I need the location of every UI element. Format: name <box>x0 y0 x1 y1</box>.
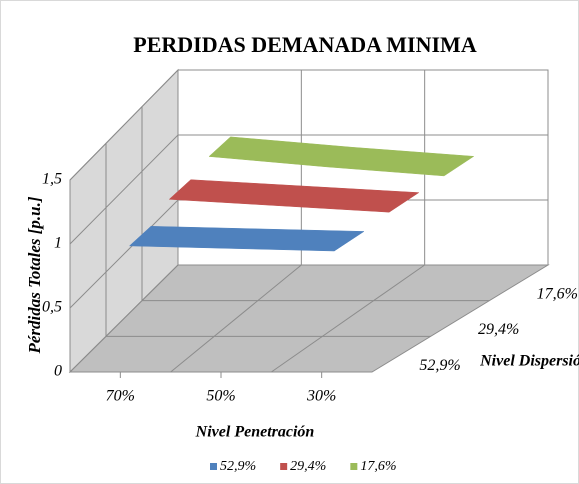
y-axis-title: Pérdidas Totales [p.u.] <box>25 196 44 354</box>
surface-ribbon <box>128 226 365 252</box>
x-tick-label: 70% <box>106 388 135 405</box>
y-tick-label: 1,5 <box>42 171 62 188</box>
surface-ribbon <box>208 136 475 177</box>
grid-line <box>69 134 548 245</box>
x-tick-label: 50% <box>206 388 235 405</box>
y-tick-label: 0 <box>54 363 62 380</box>
grid-line <box>69 264 548 373</box>
legend-label: 17,6% <box>360 459 396 474</box>
legend-swatch <box>210 463 217 470</box>
grid-line <box>69 69 548 181</box>
y-tick-label: 0,5 <box>42 299 62 316</box>
legend-label: 52,9% <box>220 459 256 474</box>
x-axis-title: Nivel Penetración <box>195 424 315 441</box>
z-tick-label: 29,4% <box>478 321 519 338</box>
z-axis-title: Nivel Dispersión <box>479 353 579 370</box>
legend-swatch <box>280 463 288 470</box>
chart-title: PERDIDAS DEMANADA MINIMA <box>133 32 477 57</box>
legend-label: 29,4% <box>290 459 326 474</box>
z-tick-label: 17,6% <box>537 286 578 303</box>
x-tick-label: 30% <box>306 388 336 405</box>
y-tick-label: 1 <box>54 235 62 252</box>
surface-ribbon <box>168 179 420 213</box>
legend-swatch <box>350 463 358 470</box>
z-tick-label: 52,9% <box>419 357 460 374</box>
